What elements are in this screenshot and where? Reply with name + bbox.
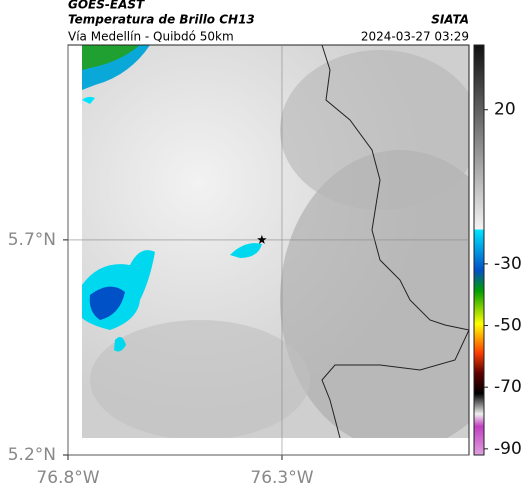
- cold-cloud: [230, 243, 262, 258]
- colorbar-tick-label: -50: [494, 316, 522, 336]
- colorbar-tick-label: -90: [494, 439, 522, 459]
- title: GOES-EAST: [68, 0, 145, 12]
- y-tick-label: 5.7°N: [8, 230, 56, 250]
- colorbar-tick-label: -30: [494, 254, 522, 274]
- cloud-field: [280, 50, 469, 210]
- x-tick-label: 76.8°W: [36, 468, 99, 488]
- cold-cloud: [114, 336, 126, 352]
- route: Vía Medellín - Quibdó 50km: [68, 30, 234, 44]
- cold-cloud: [82, 96, 95, 104]
- y-tick-label: 5.2°N: [8, 445, 56, 465]
- satellite-image: [82, 45, 469, 438]
- border-line: [321, 45, 469, 331]
- colorbar-tick-label: 20: [494, 100, 516, 120]
- colorbar-tick-label: -70: [494, 377, 522, 397]
- source: SIATA: [431, 13, 469, 27]
- x-tick-label: 76.3°W: [250, 468, 313, 488]
- subtitle: Temperatura de Brillo CH13: [68, 13, 255, 27]
- colorbar: [473, 44, 485, 456]
- cloud-field: [90, 320, 310, 438]
- cold-cloud: [82, 45, 140, 70]
- border-line: [321, 329, 469, 438]
- cold-cloud: [89, 286, 125, 320]
- timestamp: 2024-03-27 03:29: [361, 30, 469, 44]
- cloud-field: [280, 150, 469, 438]
- location-marker: [257, 234, 267, 244]
